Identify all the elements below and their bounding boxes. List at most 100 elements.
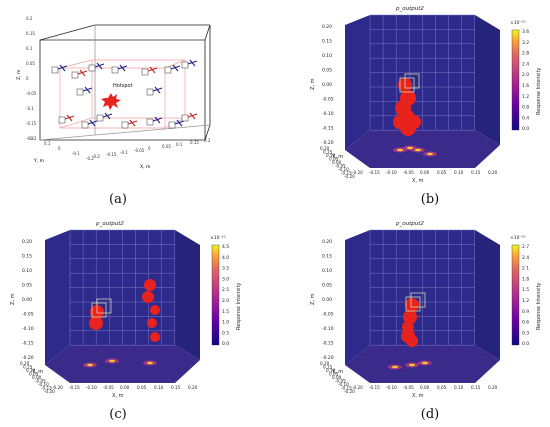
z-tick: 0.20: [322, 24, 332, 30]
floor-pane: [45, 345, 200, 383]
y-axis-label: Y, m: [33, 158, 44, 164]
colorbar-tick: 0.4: [522, 115, 529, 121]
colorbar-tick: 2.8: [522, 51, 529, 57]
source-box-back: [410, 292, 426, 308]
x-tick: 0.15: [471, 385, 481, 390]
x-tick: 0.15: [190, 140, 199, 145]
left-wall: [345, 230, 370, 365]
y-tick: -0.05: [35, 379, 46, 384]
sensor-arrow: [104, 112, 111, 120]
y-tick-labels: 0.2 0.1 0 -0.1 -0.2: [30, 136, 94, 161]
colorbar-exponent: ×10⁻¹⁰: [510, 20, 526, 26]
y-tick: -0.15: [341, 171, 352, 176]
x-tick: 0.20: [488, 385, 498, 390]
x-tick: -0.05: [403, 170, 414, 175]
left-wall: [345, 15, 370, 150]
colorbar-tick: 0.0: [522, 341, 529, 347]
sensor-box: [121, 121, 129, 129]
y-tick: -0.05: [335, 379, 346, 384]
colorbar-tick: 1.5: [522, 287, 529, 293]
y-axis-label: Y, m: [31, 369, 43, 375]
x-tick: -0.15: [369, 170, 380, 175]
z-tick: 0.15: [322, 39, 332, 45]
y-tick: -0.15: [341, 386, 352, 391]
caption-c: (c): [109, 407, 127, 422]
sensor-arrow: [149, 66, 156, 74]
sensor-box: [76, 88, 84, 96]
x-tick: -0.15: [369, 385, 380, 390]
sensor-box: [168, 121, 176, 129]
source-box-back: [404, 73, 420, 89]
grid-lines: [69, 229, 176, 346]
colorbar-tick: 0.3: [522, 330, 529, 336]
z-tick: 0.10: [322, 268, 332, 274]
sensor-arrow: [59, 64, 66, 72]
colorbar-tick: 1.2: [522, 298, 529, 304]
response-blob: [150, 305, 160, 315]
z-tick: -0.1: [26, 106, 34, 111]
y-tick: -0.15: [41, 386, 52, 391]
z-axis-label: Z, m: [310, 293, 316, 305]
z-axis-label: Z, m: [16, 70, 22, 80]
x-tick: -0.10: [386, 170, 397, 175]
z-axis-label: Z, m: [310, 78, 316, 90]
colorbar-tick: 2.5: [222, 287, 229, 293]
source-box: [91, 298, 112, 318]
response-blob: [403, 310, 417, 324]
z-tick: -0.20: [322, 140, 334, 146]
x-tick: 0.05: [162, 144, 171, 149]
z-axis-label: Z, m: [10, 293, 16, 305]
y-tick: 0.00: [332, 160, 342, 165]
y-tick: 0: [58, 146, 61, 151]
floor-heat-peak: [427, 152, 433, 156]
y-tick: -0.20: [344, 389, 355, 394]
panel-c-response-plot: p_output20.200.150.100.050.00-0.05-0.10-…: [10, 221, 242, 399]
y-tick: 0.20: [320, 361, 330, 366]
colorbar-label: Response Intensity: [536, 68, 542, 115]
x-tick: -0.20: [52, 385, 63, 390]
colorbar-tick: 3.0: [222, 276, 229, 282]
sensor-box: [71, 71, 79, 79]
x-tick: -0.10: [386, 385, 397, 390]
floor-heat-peak: [392, 365, 398, 369]
x-tick: 0.00: [420, 170, 430, 175]
colorbar-tick: 2.1: [522, 266, 529, 272]
z-tick: 0.15: [26, 31, 35, 36]
sensor-box: [51, 66, 59, 74]
x-tick: -0.2: [92, 154, 100, 159]
colorbar-tick: 3.6: [522, 29, 529, 35]
x-tick: 0.15: [171, 385, 181, 390]
panel-a-sensor-layout: Hotspot 0.20.150.10.050-0.05-0.1-0.15-0.…: [16, 16, 211, 170]
colorbar-tick: 1.6: [522, 83, 529, 89]
y-tick: 0.05: [29, 372, 39, 377]
x-tick: 0.05: [437, 385, 447, 390]
x-tick: -0.15: [69, 385, 80, 390]
z-tick: -0.20: [322, 355, 334, 361]
y-tick: 0.1: [44, 141, 51, 146]
y-tick: 0.05: [329, 157, 339, 162]
panel-d-response-plot: p_output20.200.150.100.050.00-0.05-0.10-…: [310, 221, 542, 399]
z-tick: -0.05: [322, 97, 334, 103]
x-tick: 0.10: [454, 170, 464, 175]
sensor-box: [181, 61, 189, 69]
sensor-box: [111, 66, 119, 74]
z-tick: -0.15: [322, 126, 334, 132]
sensor-arrow: [176, 119, 183, 127]
x-axis-label: X, m: [140, 164, 150, 170]
grid-lines: [369, 14, 476, 131]
z-tick: -0.20: [22, 355, 34, 361]
z-tick: -0.10: [322, 326, 334, 332]
x-axis-label: X, m: [112, 393, 124, 399]
z-tick: 0.20: [22, 239, 32, 245]
y-tick: 0.15: [323, 365, 333, 370]
z-tick: 0.15: [22, 254, 32, 260]
y-axis-label: Y, m: [331, 154, 343, 160]
y-tick: 0.10: [26, 368, 36, 373]
sensor-arrow: [119, 64, 126, 72]
response-blob: [147, 318, 157, 328]
response-blob: [405, 298, 419, 312]
z-tick: 0.00: [322, 297, 332, 303]
x-tick: 0.10: [154, 385, 164, 390]
y-tick: 0.10: [326, 153, 336, 158]
left-wall: [45, 230, 70, 365]
